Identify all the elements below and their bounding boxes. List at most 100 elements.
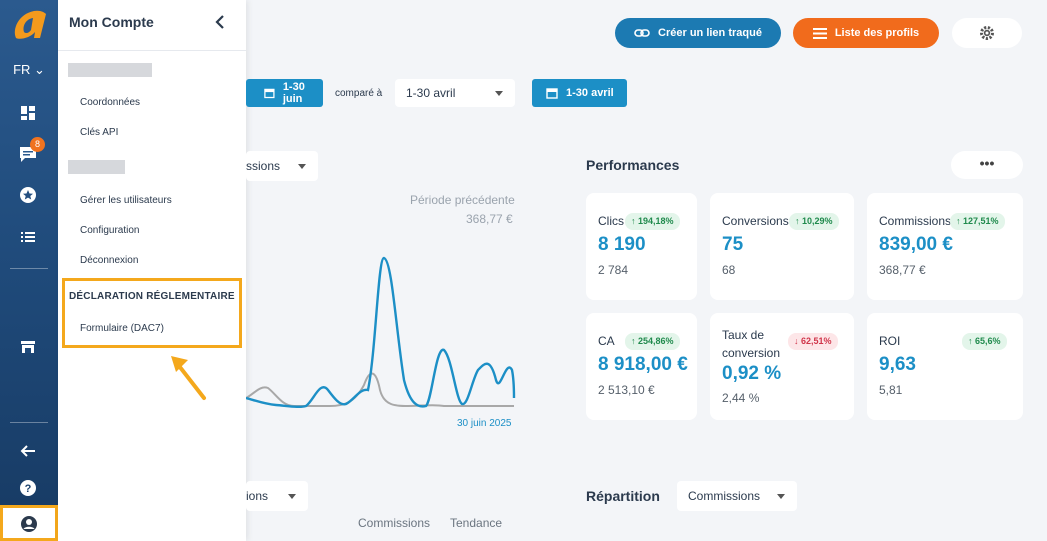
menu-item-configuration[interactable]: Configuration xyxy=(80,225,140,236)
create-tracked-link-button[interactable]: Créer un lien traqué xyxy=(615,18,781,48)
kpi-card-ca: CA ↑ 254,86% 8 918,00 € 2 513,10 € xyxy=(586,313,697,420)
kpi-change-value: 62,51% xyxy=(801,336,832,346)
redacted-bar xyxy=(68,160,125,174)
kpi-previous-value: 368,77 € xyxy=(879,263,926,277)
menu-item-cles-api[interactable]: Clés API xyxy=(80,127,119,138)
kpi-label: Commissions xyxy=(879,214,952,228)
kpi-label: ROI xyxy=(879,334,901,348)
kpi-change-value: 127,51% xyxy=(963,216,999,226)
kpi-previous-value: 2,44 % xyxy=(722,391,760,405)
settings-button[interactable] xyxy=(952,18,1022,48)
repartition-select-value: Commissions xyxy=(688,489,761,503)
kpi-value: 839,00 € xyxy=(879,234,953,255)
previous-period-label: Période précédente xyxy=(410,193,515,207)
messages-icon[interactable] xyxy=(17,143,39,165)
icon-rail: FR ⌄ 8 ? xyxy=(0,0,58,541)
performances-title: Performances xyxy=(586,157,680,173)
create-tracked-link-label: Créer un lien traqué xyxy=(658,27,762,39)
previous-period-value: 368,77 € xyxy=(466,212,513,226)
kpi-card-conversions: Conversions ↑ 10,29% 75 68 xyxy=(710,193,854,300)
previous-series-line xyxy=(246,372,514,408)
column-header-tendance[interactable]: Tendance xyxy=(450,516,503,530)
kpi-change-badge: ↓ 62,51% xyxy=(788,333,838,350)
kpi-change-badge: ↑ 194,18% xyxy=(625,213,680,230)
pointer-arrow-icon xyxy=(171,356,206,400)
calendar-icon xyxy=(264,88,275,99)
period-label: 1-30 juin xyxy=(282,81,305,105)
arrow-left-icon[interactable] xyxy=(17,440,39,462)
compare-period-select[interactable]: 1-30 avril xyxy=(395,79,515,107)
language-selector[interactable]: FR ⌄ xyxy=(0,62,58,78)
store-icon[interactable] xyxy=(17,336,39,358)
kpi-change-badge: ↑ 127,51% xyxy=(950,213,1005,230)
kpi-card-clics: Clics ↑ 194,18% 8 190 2 784 xyxy=(586,193,697,300)
kpi-change-badge: ↑ 65,6% xyxy=(962,333,1007,350)
kpi-change-value: 194,18% xyxy=(638,216,674,226)
menu-item-formulaire-dac7[interactable]: Formulaire (DAC7) xyxy=(80,323,164,334)
caret-down-icon xyxy=(288,494,296,499)
menu-title: Mon Compte xyxy=(69,14,154,30)
menu-lines-icon xyxy=(812,27,827,39)
bottom-metric-value: ions xyxy=(246,489,269,503)
account-menu: Mon Compte Coordonnées Clés API Gérer le… xyxy=(58,0,246,541)
chart-metric-value: ssions xyxy=(246,159,281,173)
kpi-previous-value: 5,81 xyxy=(879,383,903,397)
rail-divider xyxy=(10,268,48,269)
notification-badge: 8 xyxy=(30,137,45,152)
chevron-down-icon: ⌄ xyxy=(34,62,45,77)
chart-metric-select[interactable]: ssions xyxy=(246,151,318,181)
repartition-title: Répartition xyxy=(586,488,660,504)
kpi-label: Taux de conversion xyxy=(722,328,781,360)
compare-period-button-label: 1-30 avril xyxy=(566,87,614,99)
kpi-previous-value: 68 xyxy=(722,263,736,277)
compare-period-button[interactable]: 1-30 avril xyxy=(532,79,627,107)
kpi-label: Conversions xyxy=(722,214,789,228)
kpi-value: 9,63 xyxy=(879,354,916,375)
profiles-list-label: Liste des profils xyxy=(834,27,920,39)
menu-item-coordonnees[interactable]: Coordonnées xyxy=(80,97,141,108)
chevron-left-icon[interactable] xyxy=(214,14,226,30)
kpi-previous-value: 2 513,10 € xyxy=(598,383,655,397)
more-options-button[interactable]: ••• xyxy=(951,151,1023,179)
profiles-list-button[interactable]: Liste des profils xyxy=(793,18,939,48)
link-icon xyxy=(634,29,650,37)
kpi-value: 0,92 % xyxy=(722,363,782,384)
column-header-commissions[interactable]: Commissions xyxy=(358,516,431,530)
repartition-select[interactable]: Commissions xyxy=(677,481,797,511)
bottom-metric-select[interactable]: ions xyxy=(246,481,308,511)
kpi-card-taux-conversion: Taux de conversion ↓ 62,51% 0,92 % 2,44 … xyxy=(710,313,854,420)
kpi-value: 8 190 xyxy=(598,234,646,255)
calendar-icon xyxy=(546,88,558,99)
menu-item-gerer-utilisateurs[interactable]: Gérer les utilisateurs xyxy=(80,195,172,206)
period-button[interactable]: 1-30 juin xyxy=(246,79,323,107)
kpi-change-value: 65,6% xyxy=(975,336,1001,346)
kpi-value: 75 xyxy=(722,234,744,255)
line-chart xyxy=(246,256,516,409)
kpi-card-commissions: Commissions ↑ 127,51% 839,00 € 368,77 € xyxy=(867,193,1023,300)
brand-logo[interactable] xyxy=(10,8,48,40)
kpi-label: Clics xyxy=(598,214,624,228)
rail-divider xyxy=(10,422,48,423)
chart-end-date: 30 juin 2025 xyxy=(457,418,512,429)
account-button[interactable] xyxy=(0,505,58,541)
caret-down-icon xyxy=(777,494,785,499)
compare-period-value: 1-30 avril xyxy=(406,86,456,100)
user-icon xyxy=(21,516,37,532)
svg-text:?: ? xyxy=(25,483,32,495)
kpi-change-value: 254,86% xyxy=(638,336,674,346)
caret-down-icon xyxy=(495,91,503,96)
help-icon[interactable]: ? xyxy=(17,477,39,499)
kpi-change-value: 10,29% xyxy=(802,216,833,226)
kpi-label: CA xyxy=(598,334,615,348)
kpi-change-badge: ↑ 254,86% xyxy=(625,333,680,350)
list-icon[interactable] xyxy=(17,226,39,248)
highlight-box xyxy=(62,278,242,348)
star-icon[interactable] xyxy=(17,184,39,206)
menu-item-deconnexion[interactable]: Déconnexion xyxy=(80,255,139,266)
dashboard-icon[interactable] xyxy=(17,102,39,124)
menu-divider xyxy=(58,50,246,51)
section-title-declaration: DÉCLARATION RÉGLEMENTAIRE xyxy=(69,291,235,302)
caret-down-icon xyxy=(298,164,306,169)
kpi-value: 8 918,00 € xyxy=(598,354,688,375)
kpi-change-badge: ↑ 10,29% xyxy=(789,213,839,230)
